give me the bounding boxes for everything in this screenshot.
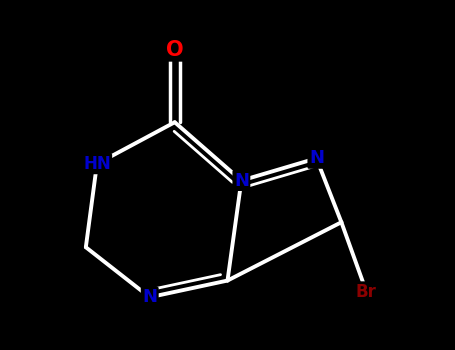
Text: O: O xyxy=(166,40,183,60)
Text: Br: Br xyxy=(356,283,377,301)
Text: N: N xyxy=(234,172,249,190)
Text: N: N xyxy=(142,288,157,306)
Text: N: N xyxy=(309,149,324,167)
Text: HN: HN xyxy=(83,155,111,173)
